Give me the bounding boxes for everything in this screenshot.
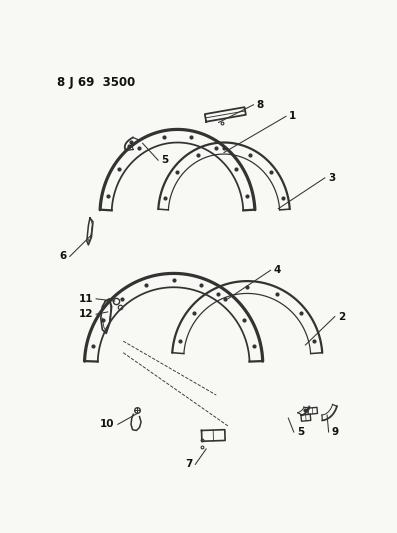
Text: 5: 5 bbox=[297, 427, 304, 437]
Text: 6: 6 bbox=[60, 252, 67, 262]
Text: 8 J 69  3500: 8 J 69 3500 bbox=[58, 76, 136, 90]
Text: 3: 3 bbox=[328, 173, 335, 183]
Text: 10: 10 bbox=[100, 419, 115, 429]
Text: 11: 11 bbox=[79, 294, 93, 304]
Text: 7: 7 bbox=[185, 459, 192, 470]
Text: 5: 5 bbox=[161, 155, 168, 165]
Text: 2: 2 bbox=[338, 311, 345, 321]
Text: 12: 12 bbox=[79, 309, 93, 319]
Text: 8: 8 bbox=[256, 100, 264, 110]
Text: 4: 4 bbox=[274, 265, 281, 276]
Text: 9: 9 bbox=[332, 427, 339, 437]
Text: 1: 1 bbox=[289, 111, 296, 122]
